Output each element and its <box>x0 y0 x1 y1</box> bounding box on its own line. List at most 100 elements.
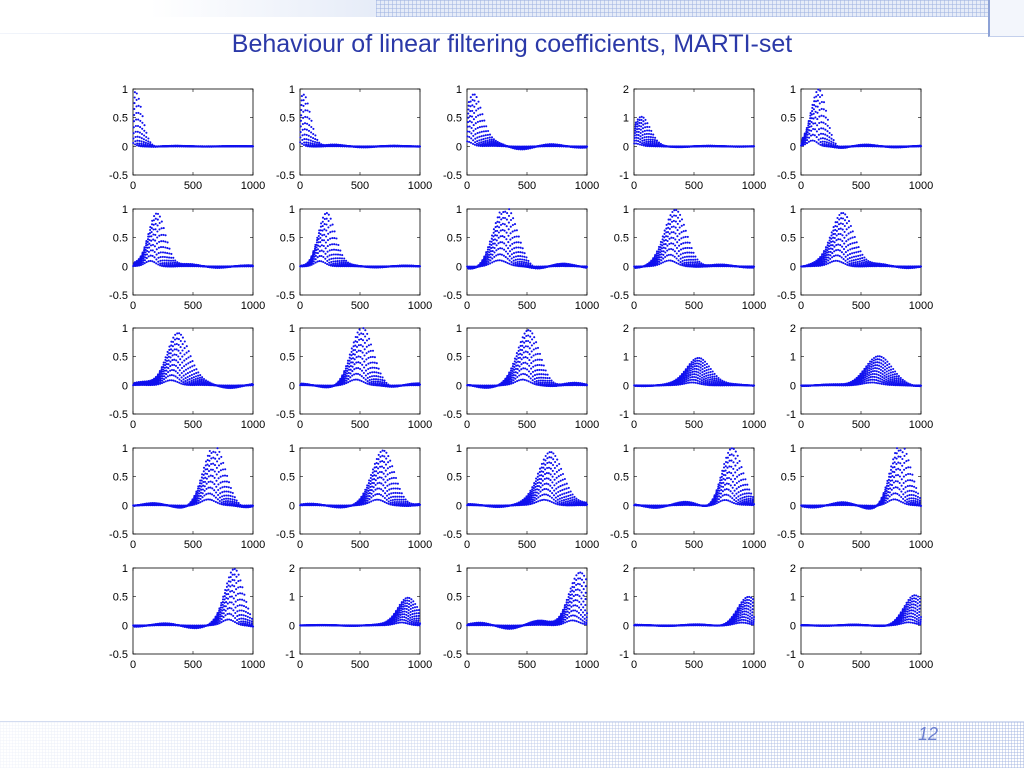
data-point <box>635 136 638 139</box>
subplot-r2c1: -0.500.510 500 1000 <box>109 204 265 312</box>
data-point <box>167 259 170 262</box>
data-point <box>241 145 244 148</box>
data-point <box>166 252 169 255</box>
data-point <box>692 145 695 148</box>
data-point <box>169 259 173 262</box>
data-point <box>475 102 478 105</box>
data-point <box>646 129 649 132</box>
data-point <box>497 231 500 234</box>
data-point <box>337 243 340 247</box>
data-point <box>161 255 164 258</box>
data-point <box>144 141 147 144</box>
data-point <box>550 143 553 146</box>
data-point <box>149 141 152 144</box>
data-point <box>746 145 749 148</box>
data-point <box>337 143 340 146</box>
data-point <box>475 109 478 112</box>
data-point <box>679 146 682 149</box>
data-point <box>882 145 885 148</box>
data-point <box>637 130 640 133</box>
data-point <box>306 102 309 105</box>
data-point <box>519 148 522 151</box>
data-point <box>139 119 142 122</box>
data-point <box>170 144 173 147</box>
data-point <box>484 140 487 143</box>
data-point <box>199 145 202 148</box>
x-tick-label: 0 <box>297 300 303 312</box>
data-point <box>161 251 165 254</box>
data-point <box>163 259 166 262</box>
data-point <box>470 121 473 124</box>
data-point <box>895 146 899 149</box>
data-point <box>325 143 328 146</box>
data-point <box>379 145 382 148</box>
data-point <box>340 257 344 260</box>
data-point <box>323 143 327 147</box>
data-point <box>805 128 808 131</box>
data-point <box>316 236 319 239</box>
data-point <box>310 131 313 134</box>
data-point <box>138 142 141 145</box>
data-point <box>243 145 246 148</box>
data-point <box>813 100 816 103</box>
data-point <box>822 108 825 111</box>
data-point <box>303 122 307 125</box>
data-point <box>162 227 165 230</box>
data-point <box>193 145 196 148</box>
data-point <box>345 259 348 262</box>
data-point <box>816 111 819 114</box>
data-point <box>477 143 480 146</box>
data-point <box>157 252 160 255</box>
data-point <box>141 251 144 254</box>
data-point <box>151 260 154 263</box>
data-point <box>830 142 833 145</box>
data-point <box>320 260 323 263</box>
data-point <box>548 143 551 146</box>
subplot-r1c5: -0.500.510 500 1000 <box>777 84 933 192</box>
data-point <box>306 261 309 264</box>
data-point <box>316 239 319 242</box>
data-point <box>504 261 507 264</box>
data-point <box>325 217 328 220</box>
data-point <box>495 239 498 242</box>
data-point <box>151 254 154 257</box>
y-tick-label: 0.5 <box>280 233 295 245</box>
x-tick-label: 0 <box>631 180 637 192</box>
data-point <box>145 242 148 245</box>
data-point <box>817 93 820 97</box>
data-point <box>469 115 472 118</box>
data-point <box>822 101 826 104</box>
data-point <box>510 146 513 149</box>
data-point <box>320 244 323 247</box>
data-point <box>319 225 322 228</box>
data-point <box>352 145 355 148</box>
data-point <box>818 108 821 112</box>
data-point <box>334 257 337 260</box>
data-point <box>314 243 317 246</box>
data-point <box>640 143 643 147</box>
data-point <box>563 144 566 147</box>
data-point <box>303 128 306 131</box>
data-point <box>322 255 325 259</box>
data-point <box>324 261 327 265</box>
data-point <box>830 137 833 140</box>
data-point <box>644 122 647 125</box>
data-point <box>135 118 138 121</box>
data-point <box>140 140 143 143</box>
data-point <box>474 141 477 144</box>
data-point <box>412 264 415 267</box>
data-point <box>159 256 162 259</box>
data-point <box>202 145 206 148</box>
data-point <box>191 145 194 148</box>
y-tick-label: 0 <box>122 141 128 153</box>
data-point <box>828 131 831 135</box>
data-point <box>515 246 518 249</box>
data-point <box>358 264 361 268</box>
data-point <box>497 236 500 239</box>
data-point <box>909 145 912 148</box>
data-point <box>322 239 326 242</box>
data-point <box>226 266 229 269</box>
data-point <box>237 264 240 267</box>
data-point <box>659 142 662 145</box>
data-point <box>828 136 831 139</box>
